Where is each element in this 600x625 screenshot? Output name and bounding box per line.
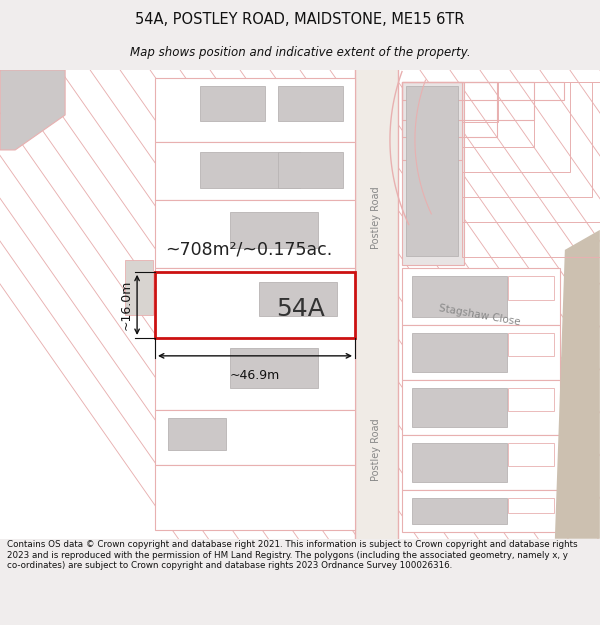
Text: Stagshaw Close: Stagshaw Close <box>439 302 521 327</box>
Bar <box>462 82 570 172</box>
Bar <box>412 388 507 427</box>
Bar <box>155 142 355 200</box>
Bar <box>462 82 534 147</box>
Bar <box>230 212 318 248</box>
Bar <box>200 86 265 121</box>
Bar <box>402 82 464 265</box>
Text: Postley Road: Postley Road <box>371 187 382 249</box>
Bar <box>230 348 318 388</box>
Bar <box>508 276 554 301</box>
Text: ~708m²/~0.175ac.: ~708m²/~0.175ac. <box>165 241 332 259</box>
Text: Contains OS data © Crown copyright and database right 2021. This information is : Contains OS data © Crown copyright and d… <box>7 541 578 570</box>
Bar <box>278 86 343 121</box>
Bar <box>155 338 355 410</box>
Text: Postley Road: Postley Road <box>371 419 382 481</box>
Bar <box>155 268 355 338</box>
Bar <box>278 152 343 188</box>
Bar <box>402 82 564 100</box>
Bar <box>508 388 554 411</box>
Bar <box>155 78 355 142</box>
Text: 54A, POSTLEY ROAD, MAIDSTONE, ME15 6TR: 54A, POSTLEY ROAD, MAIDSTONE, ME15 6TR <box>135 12 465 27</box>
Bar <box>355 70 398 539</box>
Bar <box>155 200 355 268</box>
Bar <box>412 498 507 524</box>
Bar <box>462 82 498 122</box>
Bar <box>200 152 300 188</box>
Bar <box>155 272 355 338</box>
Text: ~16.0m: ~16.0m <box>120 279 133 330</box>
Polygon shape <box>0 70 65 150</box>
Bar <box>402 325 560 380</box>
Bar <box>402 435 560 490</box>
Bar <box>508 333 554 356</box>
Text: ~46.9m: ~46.9m <box>230 369 280 382</box>
Bar <box>412 442 507 482</box>
Bar <box>155 465 355 530</box>
Bar <box>412 333 507 372</box>
Bar <box>406 86 458 256</box>
Text: Map shows position and indicative extent of the property.: Map shows position and indicative extent… <box>130 46 470 59</box>
Bar <box>462 82 592 197</box>
Bar <box>412 276 507 317</box>
Bar <box>402 268 560 325</box>
Bar <box>462 82 600 222</box>
Bar <box>402 82 534 120</box>
Bar <box>508 442 554 466</box>
Bar <box>168 418 226 450</box>
Bar <box>402 82 497 137</box>
Bar <box>155 410 355 465</box>
Bar <box>402 82 462 160</box>
Polygon shape <box>555 230 600 539</box>
Bar <box>259 282 337 316</box>
Bar <box>462 82 600 257</box>
Bar <box>125 260 153 315</box>
Bar <box>508 498 554 513</box>
Text: 54A: 54A <box>277 298 325 321</box>
Bar <box>402 490 560 532</box>
Bar <box>402 380 560 435</box>
